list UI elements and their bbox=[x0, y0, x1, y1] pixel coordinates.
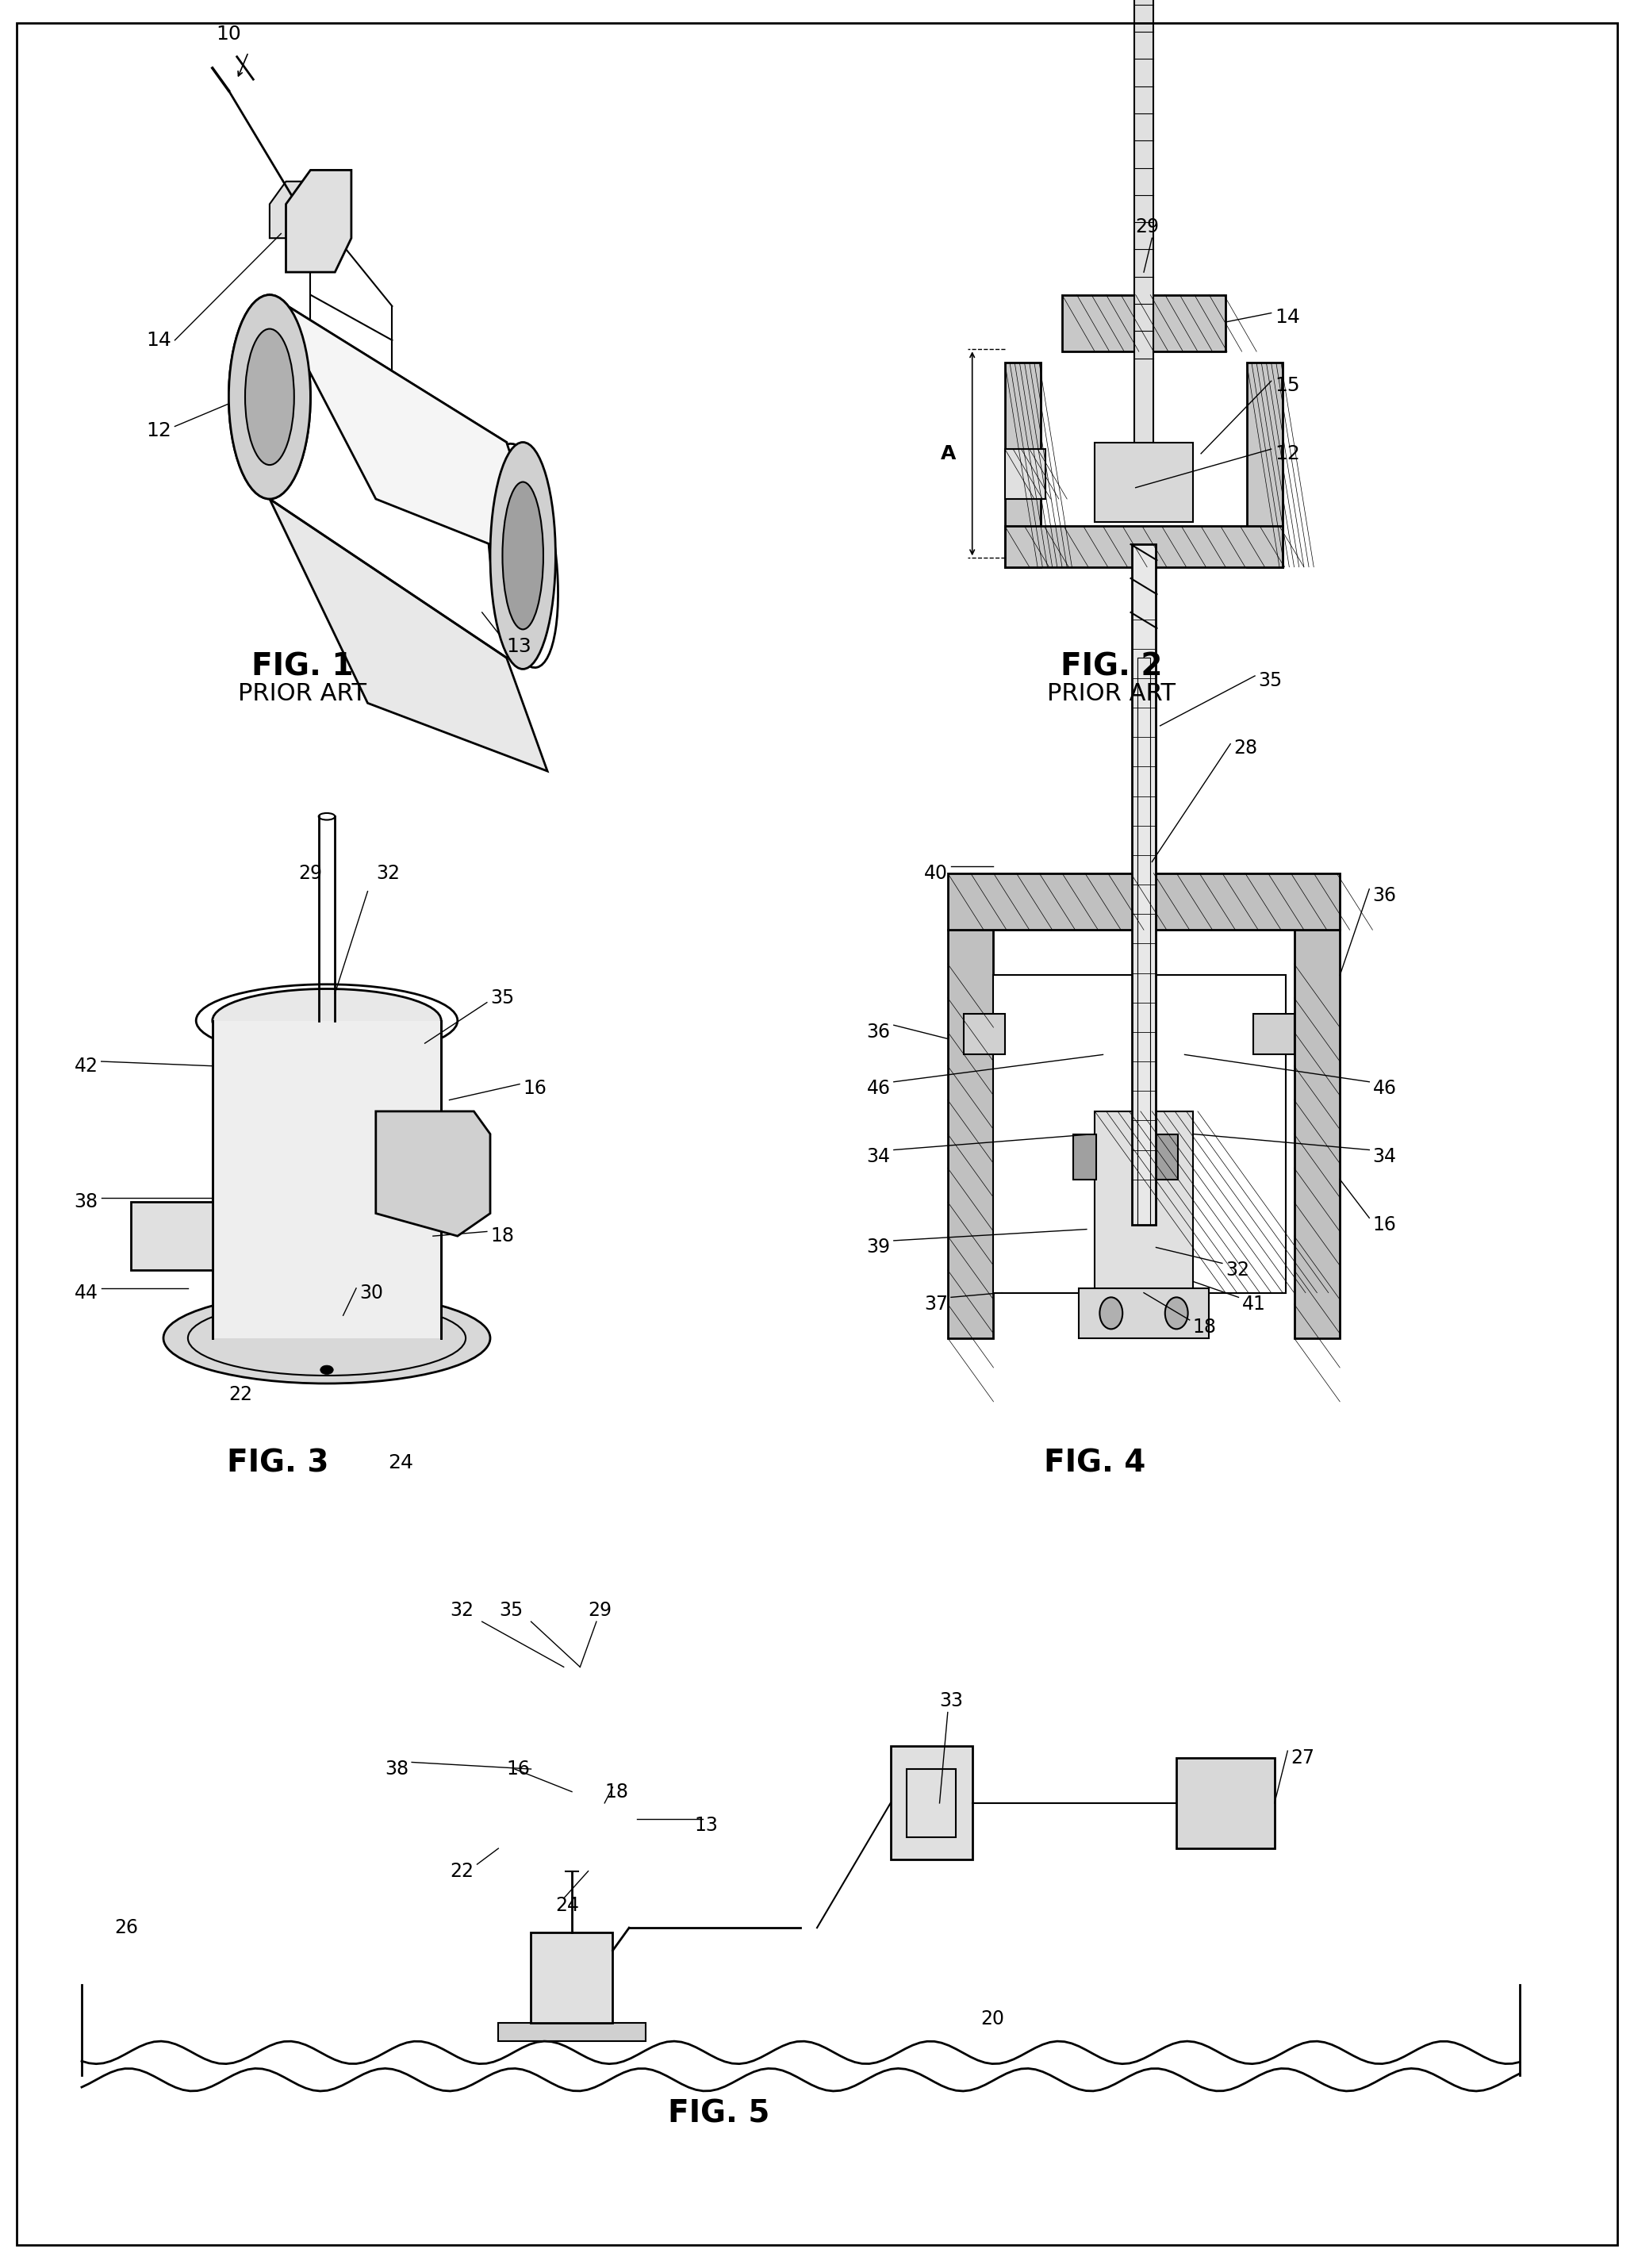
Ellipse shape bbox=[245, 329, 294, 465]
Text: FIG. 3: FIG. 3 bbox=[227, 1447, 328, 1479]
Text: 32: 32 bbox=[1226, 1261, 1250, 1279]
Polygon shape bbox=[270, 499, 547, 771]
Text: 13: 13 bbox=[507, 637, 531, 655]
Text: 20: 20 bbox=[980, 2009, 1005, 2028]
Bar bbox=[964, 1014, 1005, 1055]
Ellipse shape bbox=[320, 1365, 333, 1374]
Text: 30: 30 bbox=[359, 1284, 384, 1302]
Text: 37: 37 bbox=[923, 1295, 948, 1313]
Text: 12: 12 bbox=[147, 422, 172, 440]
Polygon shape bbox=[286, 170, 351, 272]
Ellipse shape bbox=[490, 442, 556, 669]
Bar bbox=[1074, 1134, 1096, 1179]
Text: 16: 16 bbox=[507, 1760, 531, 1778]
Polygon shape bbox=[131, 1202, 212, 1270]
Text: PRIOR ART: PRIOR ART bbox=[1047, 683, 1175, 705]
Bar bbox=[1078, 1288, 1209, 1338]
Text: 18: 18 bbox=[605, 1783, 629, 1801]
Text: 36: 36 bbox=[1373, 887, 1397, 905]
Text: 13: 13 bbox=[694, 1817, 719, 1835]
Bar bbox=[1134, 0, 1154, 454]
Ellipse shape bbox=[229, 295, 310, 499]
Bar bbox=[1005, 363, 1041, 567]
Bar bbox=[1131, 544, 1157, 1225]
Bar bbox=[1176, 1758, 1275, 1848]
Text: 24: 24 bbox=[556, 1896, 580, 1914]
Text: 29: 29 bbox=[588, 1601, 613, 1619]
Text: 26: 26 bbox=[114, 1919, 139, 1937]
Text: 14: 14 bbox=[1275, 308, 1299, 327]
Text: 46: 46 bbox=[1373, 1080, 1397, 1098]
Text: PRIOR ART: PRIOR ART bbox=[239, 683, 366, 705]
Text: 29: 29 bbox=[1136, 218, 1160, 236]
Text: 44: 44 bbox=[74, 1284, 98, 1302]
Ellipse shape bbox=[426, 1318, 440, 1327]
Bar bbox=[212, 1021, 441, 1338]
Text: A: A bbox=[941, 445, 956, 463]
Text: 32: 32 bbox=[449, 1601, 474, 1619]
Text: 22: 22 bbox=[449, 1862, 474, 1880]
Text: 35: 35 bbox=[498, 1601, 523, 1619]
Bar bbox=[993, 975, 1286, 1293]
Text: 22: 22 bbox=[229, 1386, 253, 1404]
Text: 35: 35 bbox=[490, 989, 515, 1007]
Bar bbox=[498, 2023, 645, 2041]
Ellipse shape bbox=[212, 989, 441, 1052]
Bar bbox=[1005, 449, 1046, 499]
Bar bbox=[907, 1769, 956, 1837]
Text: 33: 33 bbox=[940, 1692, 964, 1710]
Text: 15: 15 bbox=[1275, 376, 1299, 395]
Ellipse shape bbox=[1100, 1297, 1123, 1329]
Bar bbox=[1247, 363, 1283, 567]
Text: 34: 34 bbox=[1373, 1148, 1397, 1166]
Text: 42: 42 bbox=[74, 1057, 98, 1075]
Polygon shape bbox=[376, 1111, 490, 1236]
Ellipse shape bbox=[163, 1293, 490, 1383]
Ellipse shape bbox=[319, 812, 335, 821]
Text: 32: 32 bbox=[376, 864, 400, 882]
Text: 10: 10 bbox=[216, 25, 242, 43]
Text: 41: 41 bbox=[1242, 1295, 1266, 1313]
Text: 29: 29 bbox=[299, 864, 322, 882]
Bar bbox=[1137, 658, 1150, 1225]
Text: 23: 23 bbox=[458, 1125, 482, 1143]
Bar bbox=[1005, 526, 1283, 567]
Bar bbox=[1095, 442, 1193, 522]
Polygon shape bbox=[270, 295, 547, 567]
Ellipse shape bbox=[503, 481, 542, 628]
Text: 46: 46 bbox=[866, 1080, 891, 1098]
Text: 35: 35 bbox=[1258, 671, 1283, 689]
Text: 24: 24 bbox=[387, 1454, 413, 1472]
Bar bbox=[1253, 1014, 1294, 1055]
Text: 27: 27 bbox=[1291, 1749, 1315, 1767]
Polygon shape bbox=[270, 181, 319, 238]
Bar bbox=[1095, 1111, 1193, 1293]
Text: 38: 38 bbox=[74, 1193, 98, 1211]
Text: 34: 34 bbox=[866, 1148, 891, 1166]
Text: 40: 40 bbox=[923, 864, 948, 882]
Text: 38: 38 bbox=[384, 1760, 408, 1778]
Text: 14: 14 bbox=[147, 331, 172, 349]
Ellipse shape bbox=[1165, 1297, 1188, 1329]
Text: 16: 16 bbox=[523, 1080, 547, 1098]
Text: FIG. 4: FIG. 4 bbox=[1044, 1447, 1145, 1479]
Text: 18: 18 bbox=[1193, 1318, 1217, 1336]
Text: FIG. 1: FIG. 1 bbox=[252, 651, 353, 683]
Text: 39: 39 bbox=[866, 1238, 891, 1256]
Text: 16: 16 bbox=[1373, 1216, 1397, 1234]
Ellipse shape bbox=[214, 1318, 227, 1327]
Bar bbox=[948, 873, 1340, 930]
Text: 12: 12 bbox=[1275, 445, 1299, 463]
Bar bbox=[1155, 1134, 1178, 1179]
Text: 36: 36 bbox=[866, 1023, 891, 1041]
Text: 18: 18 bbox=[490, 1227, 515, 1245]
Text: FIG. 5: FIG. 5 bbox=[668, 2098, 770, 2130]
Bar bbox=[531, 1932, 613, 2023]
Bar bbox=[891, 1746, 972, 1860]
Bar bbox=[948, 930, 993, 1338]
Text: 28: 28 bbox=[1234, 739, 1258, 758]
Text: FIG. 2: FIG. 2 bbox=[1060, 651, 1162, 683]
Bar bbox=[1294, 930, 1340, 1338]
Bar bbox=[1062, 295, 1226, 352]
